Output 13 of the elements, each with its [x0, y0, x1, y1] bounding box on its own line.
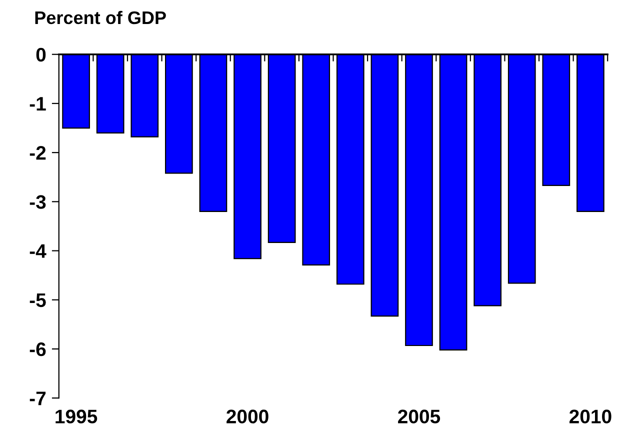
y-tick-label: -3: [30, 195, 46, 209]
x-tick-label: 2010: [570, 410, 612, 424]
y-tick-label: -7: [30, 392, 46, 406]
y-tick-label: 0: [36, 48, 46, 62]
y-tick-label: -1: [30, 97, 46, 111]
y-axis-title: Percent of GDP: [35, 10, 166, 24]
y-tick-label: -5: [30, 294, 46, 308]
x-tick-label: 2005: [398, 410, 440, 424]
x-tick-label: 2000: [226, 410, 268, 424]
y-tick-label: -2: [30, 146, 46, 160]
y-tick-label: -4: [30, 244, 46, 258]
y-tick-label: -6: [30, 342, 46, 356]
x-tick-label: 1995: [56, 410, 98, 424]
